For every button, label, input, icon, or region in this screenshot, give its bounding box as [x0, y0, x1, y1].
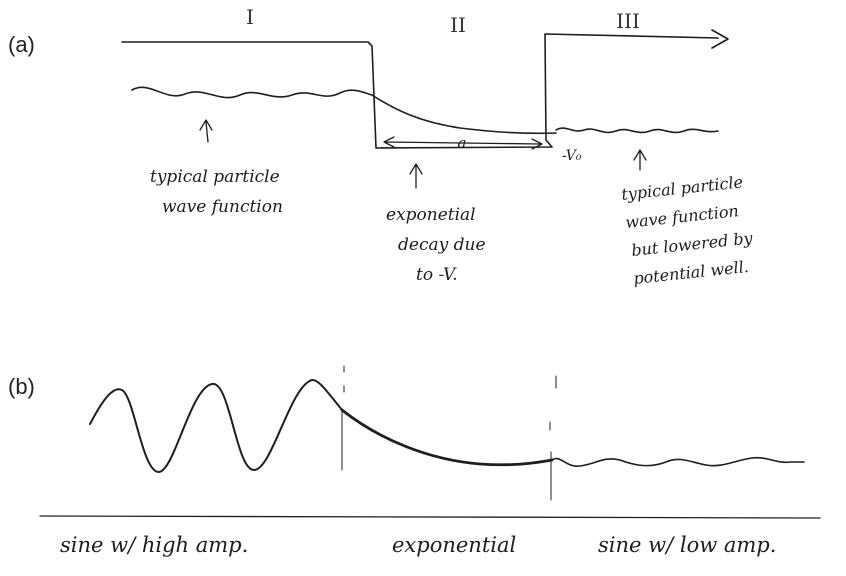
annotation-region-3: typical particle wave function but lower…: [620, 172, 754, 288]
caption-exponential: exponential: [392, 533, 516, 557]
well-width-arrow: [383, 136, 543, 150]
annotation-region-2: exponetial decay due to -V.: [386, 205, 486, 285]
potential-arrowhead: [711, 29, 729, 49]
annotation-region-3-line-1: typical particle: [620, 172, 743, 204]
exponential-section: [340, 408, 554, 467]
region-2-label: II: [450, 13, 466, 37]
annotation-region-1: typical particle wave function: [150, 167, 283, 217]
well-depth-label: -V₀: [562, 148, 582, 164]
annotation-region-3-line-2: wave function: [624, 201, 739, 232]
panel-b-label: (b): [8, 374, 35, 399]
caption-low-amp: sine w/ low amp.: [598, 533, 776, 557]
pointer-arrow-region-3: [633, 149, 647, 171]
annotation-region-2-line-2: decay due: [398, 235, 486, 255]
potential-well-outline: [121, 33, 719, 149]
boundary-line-right: [549, 375, 557, 501]
caption-high-amp: sine w/ high amp.: [60, 533, 248, 557]
annotation-region-2-line-1: exponetial: [386, 205, 476, 225]
low-amplitude-sine: [551, 456, 805, 467]
high-amplitude-sine: [89, 379, 343, 473]
annotation-region-1-line-1: typical particle: [150, 167, 280, 187]
region-2-exponential-decay: [371, 94, 557, 135]
region-3-wavefunction: [555, 127, 719, 134]
region-3-label: III: [616, 9, 640, 33]
annotation-region-1-line-2: wave function: [162, 197, 283, 217]
annotation-region-2-line-3: to -V.: [416, 265, 458, 285]
baseline: [39, 515, 821, 519]
region-1-label: I: [246, 5, 254, 29]
boundary-line-left: [341, 365, 345, 471]
pointer-arrow-region-1: [199, 119, 213, 143]
annotation-region-3-line-4: potential well.: [632, 257, 749, 288]
region-1-wavefunction: [131, 86, 373, 99]
well-width-label: a: [458, 134, 467, 152]
annotation-region-3-line-3: but lowered by: [630, 228, 754, 260]
panel-a-label: (a): [8, 32, 35, 57]
pointer-arrow-region-2: [409, 163, 423, 189]
